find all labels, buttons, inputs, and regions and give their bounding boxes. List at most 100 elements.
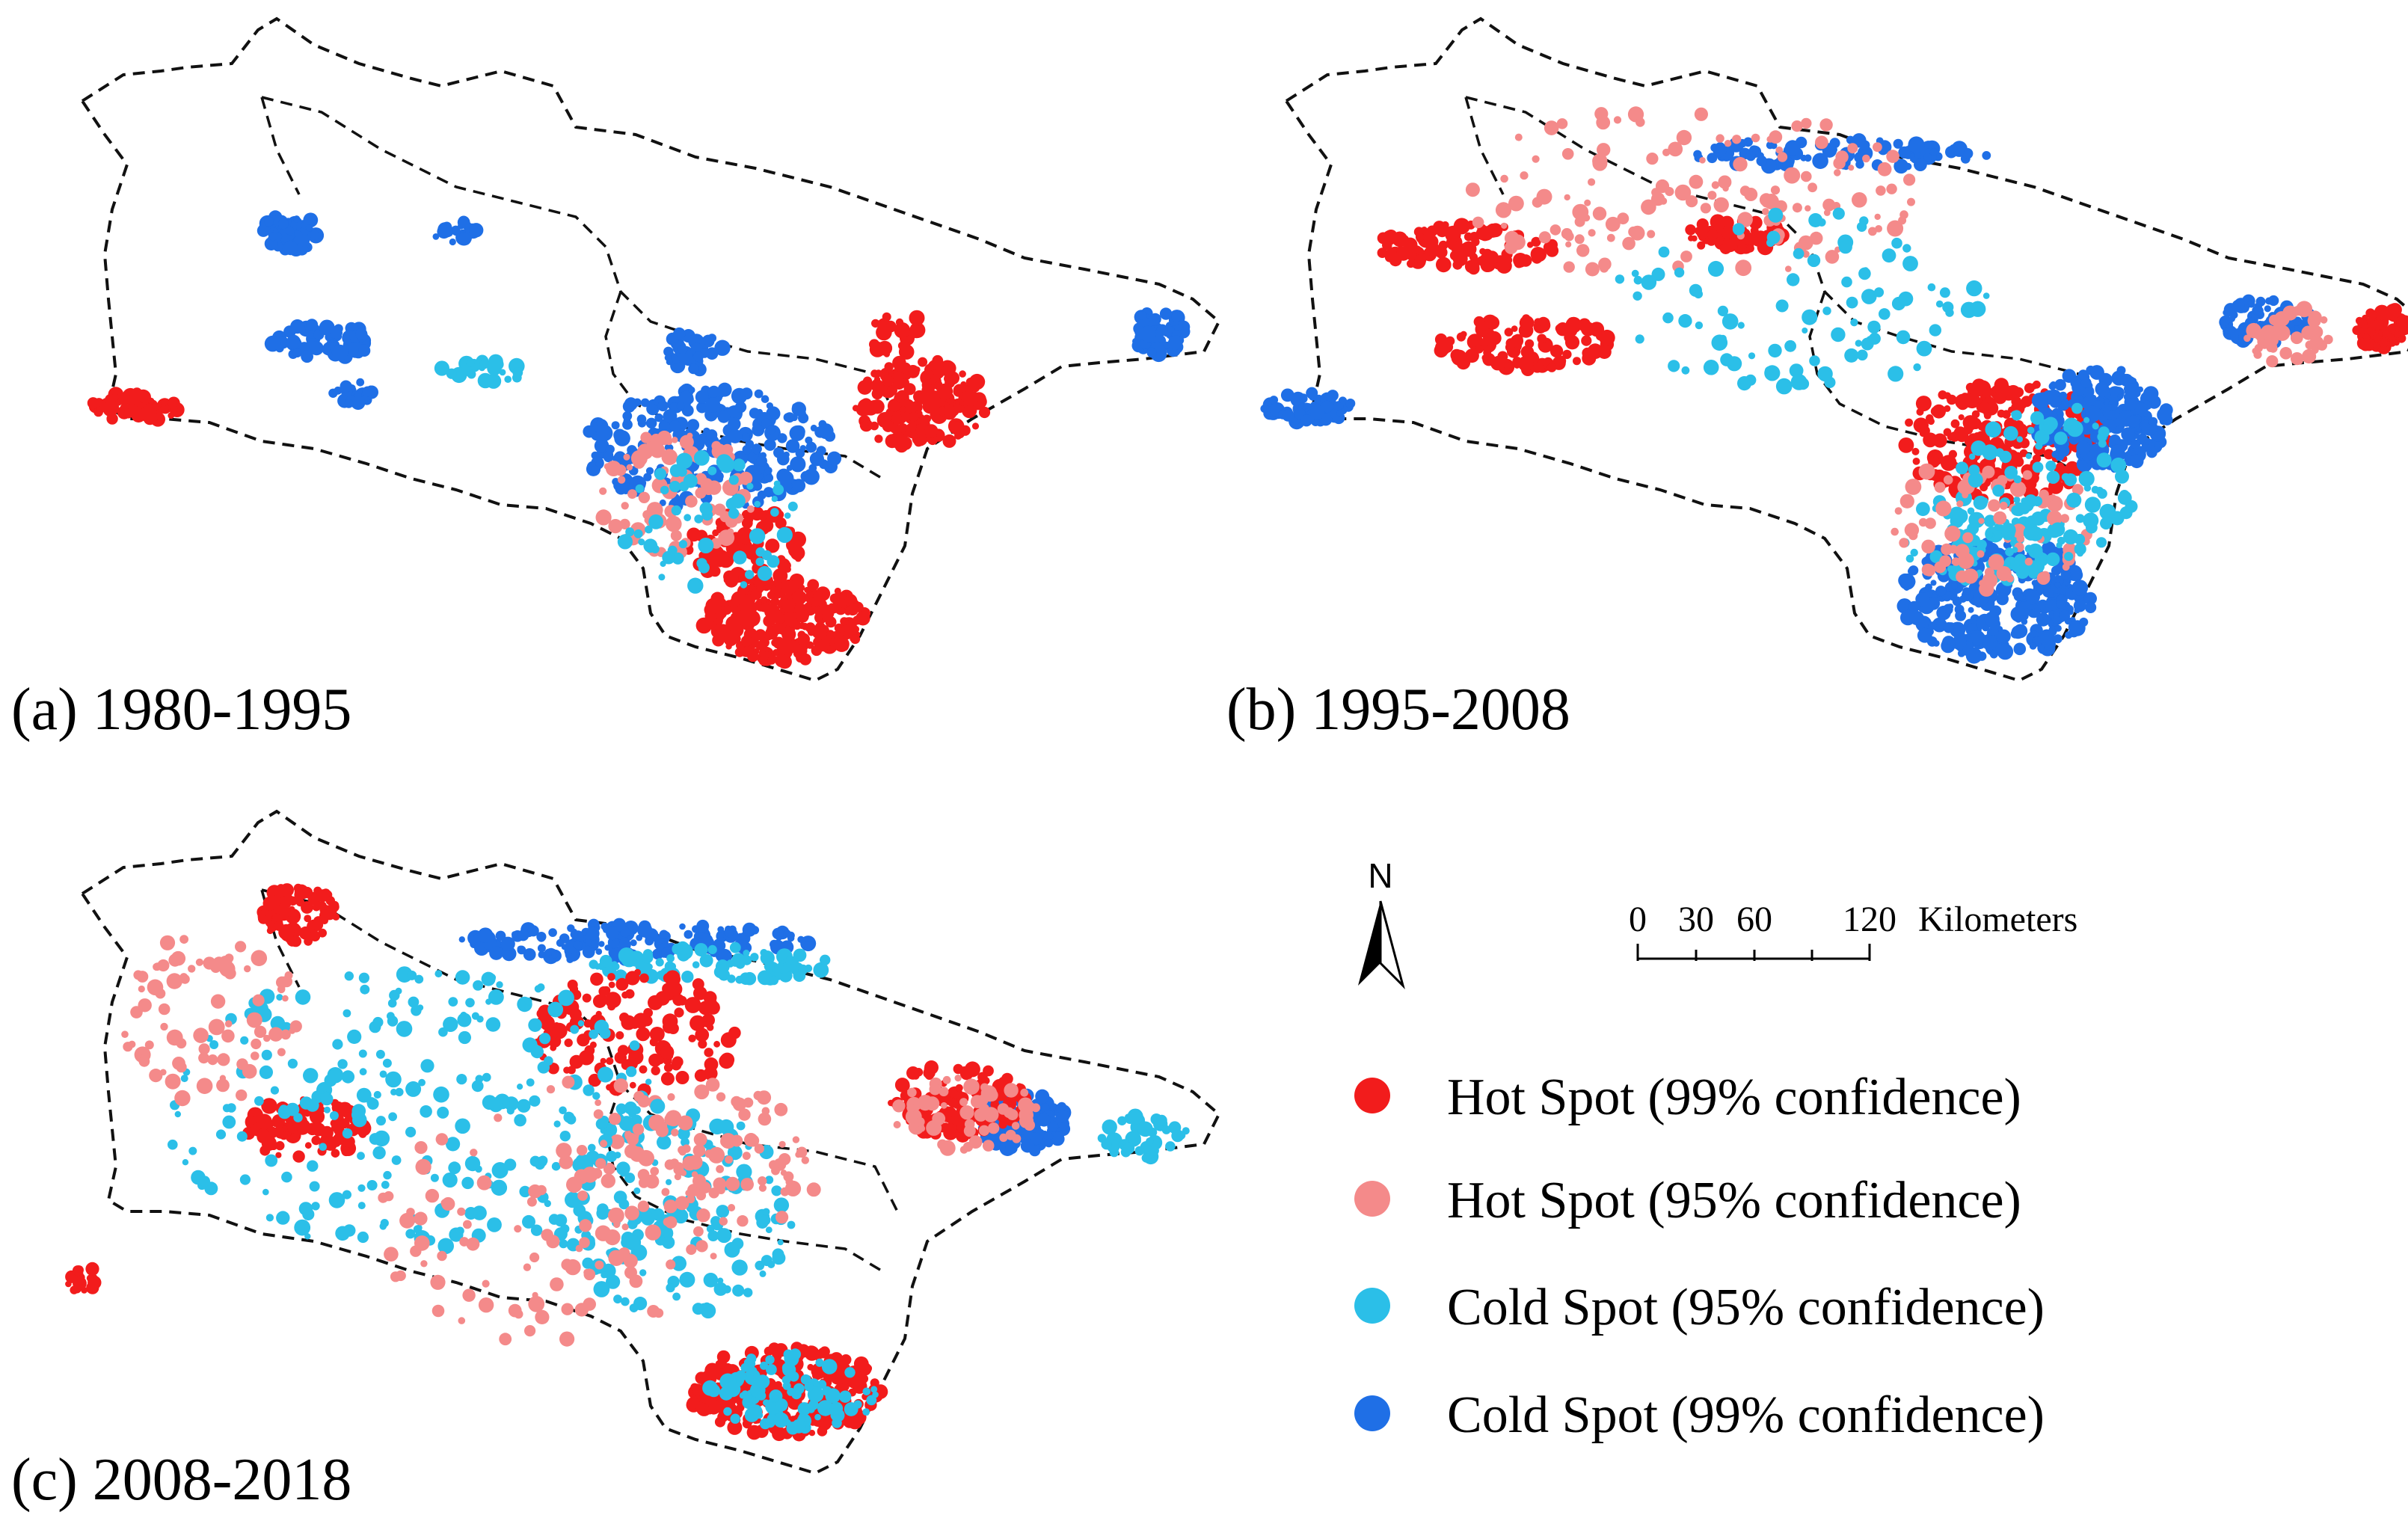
spot-point bbox=[667, 1093, 675, 1102]
spot-point bbox=[761, 395, 770, 403]
spot-point bbox=[1520, 171, 1529, 180]
spot-point bbox=[1576, 244, 1590, 257]
spot-point bbox=[538, 1155, 548, 1166]
spot-point bbox=[704, 1362, 720, 1378]
spot-point bbox=[764, 473, 774, 482]
spot-point bbox=[2005, 547, 2014, 556]
spot-point bbox=[491, 1162, 509, 1179]
spot-point bbox=[678, 1127, 690, 1140]
spot-point bbox=[567, 980, 578, 990]
spot-point bbox=[1260, 405, 1269, 413]
spot-point bbox=[797, 634, 809, 645]
spot-point bbox=[1485, 251, 1499, 265]
spot-point bbox=[482, 1095, 497, 1110]
spot-point bbox=[962, 402, 977, 419]
spot-point bbox=[2064, 552, 2074, 562]
spot-point bbox=[839, 1390, 852, 1403]
spot-point bbox=[746, 482, 754, 490]
spot-point bbox=[1924, 517, 1936, 529]
spot-point bbox=[717, 382, 732, 397]
spot-point bbox=[809, 452, 824, 467]
spot-point bbox=[755, 557, 764, 566]
spot-point bbox=[1020, 1139, 1035, 1153]
spot-point bbox=[1861, 289, 1877, 304]
spot-point bbox=[775, 1398, 788, 1412]
spot-point bbox=[1973, 495, 1988, 510]
spot-point bbox=[1574, 234, 1585, 245]
spot-point bbox=[942, 394, 948, 401]
spot-point bbox=[1915, 592, 1929, 606]
spot-point bbox=[606, 1057, 614, 1065]
spot-point bbox=[1809, 231, 1823, 245]
spot-point bbox=[1563, 261, 1575, 273]
spot-point bbox=[674, 1007, 684, 1018]
spot-point bbox=[1156, 324, 1168, 336]
spot-point bbox=[1930, 406, 1941, 417]
spot-point bbox=[159, 935, 176, 950]
spot-point bbox=[767, 656, 776, 665]
hotspot-points bbox=[1260, 106, 2408, 664]
spot-point bbox=[1641, 199, 1656, 215]
spot-point bbox=[765, 538, 780, 553]
spot-point bbox=[1694, 289, 1703, 299]
spot-point bbox=[898, 344, 915, 360]
spot-point bbox=[506, 1107, 515, 1115]
spot-point bbox=[1508, 195, 1524, 212]
spot-point bbox=[2143, 386, 2159, 402]
spot-point bbox=[384, 1247, 399, 1262]
spot-point bbox=[793, 948, 807, 962]
spot-point bbox=[448, 1161, 461, 1175]
spot-point bbox=[526, 1078, 535, 1087]
spot-point bbox=[2323, 334, 2333, 345]
spot-point bbox=[2099, 503, 2116, 520]
spot-point bbox=[1501, 222, 1508, 229]
spot-point bbox=[1146, 347, 1157, 358]
spot-point bbox=[2265, 297, 2273, 305]
spot-point bbox=[613, 1078, 628, 1093]
spot-point bbox=[1695, 321, 1704, 330]
spot-point bbox=[2264, 305, 2271, 313]
spot-point bbox=[2130, 454, 2144, 469]
spot-point bbox=[1707, 191, 1717, 200]
spot-point bbox=[147, 979, 164, 996]
spot-point bbox=[727, 1419, 743, 1435]
spot-point bbox=[434, 970, 443, 978]
spot-point bbox=[915, 1117, 925, 1127]
spot-point bbox=[1861, 269, 1870, 278]
spot-point bbox=[1013, 1142, 1020, 1149]
spot-point bbox=[1918, 517, 1928, 527]
spot-point bbox=[1416, 253, 1427, 265]
spot-point bbox=[758, 1184, 767, 1192]
spot-point bbox=[606, 927, 620, 941]
spot-point bbox=[443, 1016, 458, 1032]
spot-point bbox=[777, 1239, 784, 1246]
spot-point bbox=[538, 950, 546, 959]
spot-point bbox=[882, 312, 891, 322]
spot-point bbox=[776, 1214, 784, 1222]
spot-point bbox=[886, 385, 897, 396]
spot-point bbox=[671, 505, 682, 516]
spot-point bbox=[583, 1297, 596, 1311]
spot-point bbox=[1986, 627, 2000, 639]
spot-point bbox=[773, 568, 788, 583]
spot-point bbox=[1956, 147, 1965, 156]
spot-point bbox=[2264, 338, 2275, 349]
spot-point bbox=[637, 922, 653, 938]
spot-point bbox=[1915, 396, 1932, 412]
spot-point bbox=[984, 1092, 995, 1102]
spot-point bbox=[1951, 557, 1961, 566]
spot-point bbox=[446, 368, 457, 379]
spot-point bbox=[1957, 649, 1965, 657]
spot-point bbox=[1377, 248, 1388, 258]
spot-point bbox=[917, 1095, 933, 1111]
spot-point bbox=[728, 475, 739, 485]
spot-point bbox=[659, 930, 669, 939]
spot-point bbox=[615, 1031, 624, 1039]
spot-point bbox=[773, 1412, 789, 1428]
spot-point bbox=[2092, 423, 2099, 430]
spot-point bbox=[149, 1069, 163, 1083]
spot-point bbox=[1983, 514, 1997, 527]
spot-point bbox=[933, 360, 945, 371]
spot-point bbox=[306, 1099, 319, 1112]
